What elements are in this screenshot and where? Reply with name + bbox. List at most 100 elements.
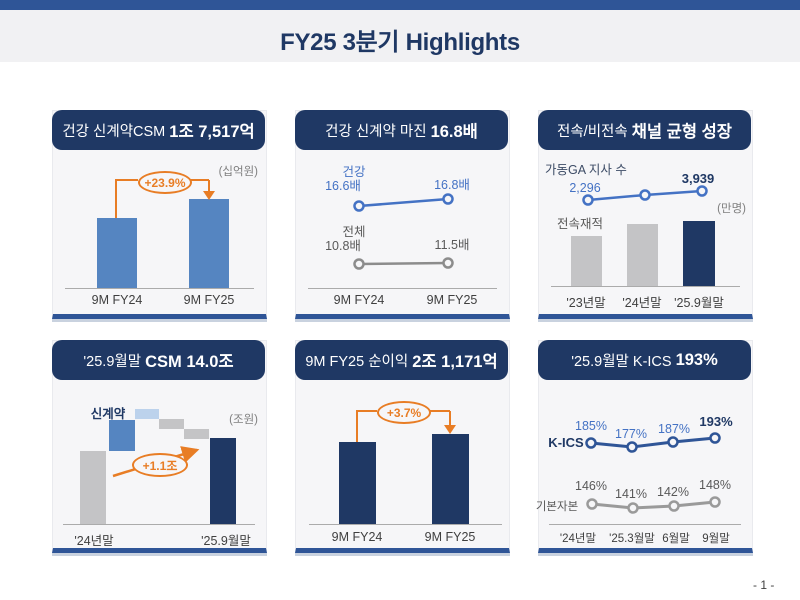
arrow-down-icon	[202, 191, 215, 200]
panel-title-regular: '25.9월말	[83, 353, 142, 370]
point-label: 187%	[658, 422, 690, 436]
panel-new-business-margin: 건강 신계약 마진 16.8배 건강 16.6배 16.8배 전체 10.8배 …	[295, 110, 510, 319]
point-label: 2,296	[569, 181, 601, 195]
point-label: 16.6배	[325, 179, 361, 193]
line-series-name: 가동GA 지사 수	[545, 163, 627, 177]
x-label: '24년말	[74, 534, 114, 548]
connector-line	[356, 410, 377, 412]
connector-line	[449, 411, 451, 425]
point-label: 146%	[575, 479, 607, 493]
connector-line	[427, 410, 450, 412]
point-label: 193%	[699, 414, 733, 429]
x-label: '25.9월말	[674, 296, 724, 310]
panel-channel-growth: 전속/비전속 채널 균형 성장 가동GA 지사 수 2,296 3,939 (만…	[538, 110, 753, 319]
point-label: 148%	[699, 478, 731, 492]
x-label: 9월말	[702, 533, 730, 545]
axis-baseline	[308, 288, 497, 289]
x-label: 9M FY25	[426, 293, 478, 307]
point-label: 10.8배	[325, 239, 361, 253]
growth-badge: +3.7%	[377, 401, 431, 424]
bar-9m-fy24	[97, 218, 137, 288]
panel-title-regular: 건강 신계약CSM	[62, 123, 166, 140]
panel-health-new-csm: 건강 신계약CSM 1조 7,517억 (십억원) 1,414 1,752 +2…	[52, 110, 267, 319]
segment-name-new-business: 신계약	[90, 407, 126, 421]
x-label: '24년말	[622, 296, 662, 310]
connector-line	[208, 180, 210, 192]
panel-header: 전속/비전속 채널 균형 성장	[538, 110, 751, 150]
series-name-kics: K-ICS	[548, 435, 584, 450]
unit-label: (조원)	[229, 414, 258, 426]
bar-9m-fy25	[432, 434, 469, 524]
bar-series-name: 전속재적	[556, 217, 604, 231]
waterfall-segment-gray	[184, 429, 209, 439]
panel-header: 건강 신계약CSM 1조 7,517억	[52, 110, 265, 150]
point-label: 11.5배	[434, 238, 470, 252]
series-name-total: 전체	[342, 225, 366, 239]
growth-badge: +23.9%	[138, 171, 192, 194]
panel-header: '25.9월말 K-ICS 193%	[538, 340, 751, 380]
top-accent-strip	[0, 0, 800, 10]
panel-title-figure: CSM 14.0조	[145, 353, 234, 371]
x-label: 9M FY25	[424, 530, 476, 544]
page-title: FY25 3분기 Highlights	[280, 29, 520, 56]
bar-24	[627, 224, 658, 286]
bar-23	[571, 236, 602, 286]
panel-header: 9M FY25 순이익 2조 1,171억	[295, 340, 508, 380]
waterfall-new-business-bar	[109, 420, 135, 451]
x-label: 9M FY24	[331, 530, 383, 544]
panel-title-figure: 193%	[675, 350, 718, 369]
arrow-down-icon	[443, 425, 456, 434]
page-number: - 1 -	[753, 578, 775, 592]
x-label: 6월말	[662, 533, 690, 545]
x-label: 9M FY24	[333, 293, 385, 307]
x-label: '24년말	[559, 533, 597, 545]
x-label: '23년말	[566, 296, 606, 310]
waterfall-start-bar	[80, 451, 106, 524]
x-label: '25.9월말	[201, 534, 251, 548]
panel-title-regular: '25.9월말 K-ICS	[571, 353, 672, 370]
point-label: 141%	[615, 487, 647, 501]
growth-badge-label: +3.7%	[386, 405, 422, 420]
connector-line	[115, 180, 117, 218]
connector-line	[188, 179, 209, 181]
axis-baseline	[551, 286, 740, 287]
panel-net-income: 9M FY25 순이익 2조 1,171억 2,042 2,117 +3.7% …	[295, 340, 510, 553]
axis-baseline	[309, 524, 502, 525]
series-name-health: 건강	[342, 165, 366, 179]
axis-baseline	[63, 524, 255, 525]
growth-badge-label: +1.1조	[142, 458, 178, 473]
point-label: 16.8배	[434, 178, 470, 192]
series-name-basic-capital: 기본자본	[535, 501, 579, 513]
unit-label: (만명)	[717, 203, 746, 215]
panel-title-regular: 전속/비전속	[557, 123, 628, 140]
panel-header: 건강 신계약 마진 16.8배	[295, 110, 508, 150]
waterfall-end-bar	[210, 438, 236, 524]
panel-title-figure: 16.8배	[430, 123, 478, 141]
panel-k-ics: '25.9월말 K-ICS 193% K-ICS 185% 177% 187% …	[535, 340, 753, 553]
panel-title-figure: 2조 1,171억	[412, 353, 498, 371]
waterfall-segment-gray	[159, 419, 184, 429]
x-label: 9M FY24	[91, 293, 143, 307]
growth-badge: +1.1조	[132, 453, 188, 477]
panel-header: '25.9월말 CSM 14.0조	[52, 340, 265, 380]
point-label: 185%	[575, 419, 607, 433]
bar-9m-fy24	[339, 442, 376, 524]
connector-line	[356, 411, 358, 442]
point-label: 142%	[657, 485, 689, 499]
connector-line	[115, 179, 138, 181]
x-label: 9M FY25	[183, 293, 235, 307]
panel-title-figure: 채널 균형 성장	[631, 123, 732, 141]
panel-csm-waterfall: '25.9월말 CSM 14.0조 (조원) 신계약 12.9 2.3 14.0…	[52, 340, 267, 553]
x-label: '25.3월말	[609, 533, 655, 545]
waterfall-segment-lightblue	[135, 409, 159, 419]
panel-title-regular: 건강 신계약 마진	[325, 123, 427, 140]
point-label: 177%	[615, 427, 647, 441]
growth-badge-label: +23.9%	[144, 175, 186, 190]
panel-title-figure: 1조 7,517억	[169, 123, 255, 141]
bar-9m-fy25	[189, 199, 229, 288]
axis-baseline	[549, 524, 741, 525]
point-label: 3,939	[681, 171, 715, 186]
unit-label: (십억원)	[218, 166, 258, 178]
bar-25	[683, 221, 715, 286]
